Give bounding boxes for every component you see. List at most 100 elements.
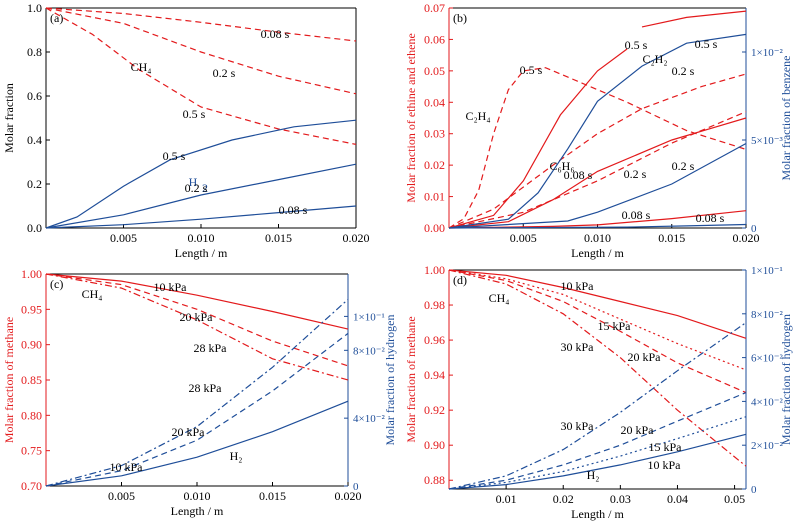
- series-line-ch4-0-2-s: [45, 7, 357, 95]
- y-tick-label: 0.98: [424, 298, 445, 312]
- y2-tick-label: 8×10⁻²: [751, 309, 784, 321]
- y-tick-label: 1.00: [21, 267, 42, 281]
- y-axis-label: Molar fraction of methane: [404, 316, 418, 442]
- series-line-c6h6-0-08-s: [448, 223, 747, 229]
- annotation-label: 0.2 s: [672, 64, 695, 78]
- annotation-label: 15 kPa: [598, 319, 632, 333]
- annotation-label: C₂H₂: [642, 52, 667, 66]
- x-axis-label: Length / m: [571, 507, 624, 521]
- x-tick-label: 0.010: [188, 231, 215, 245]
- y2-tick-label: 8×10⁻²: [353, 345, 386, 357]
- series-line-h2-15-kpa: [448, 416, 747, 490]
- y2-axis-label: Molar fraction of hydrogen: [383, 315, 397, 446]
- annotation-label: 10 kPa: [561, 279, 595, 293]
- annotation-label: CH₄: [489, 291, 510, 305]
- y2-axis-label: Molar fraction of benzene: [779, 56, 793, 181]
- series-line-h2-0-08-s: [45, 205, 357, 229]
- annotation-label: 28 kPa: [189, 381, 223, 395]
- series-line-ch4-20-kpa: [448, 269, 747, 394]
- series-line-h2-20-kpa: [448, 392, 747, 490]
- annotation-label: C₂H₄: [465, 109, 490, 123]
- annotation-label: 0.5 s: [625, 38, 648, 52]
- annotation-label: 0.5 s: [695, 37, 718, 51]
- annotation-label: H₂: [230, 449, 243, 463]
- y-tick-label: 0.80: [21, 408, 42, 422]
- annotation-label: 0.08 s: [622, 208, 651, 222]
- annotation-label: 20 kPa: [172, 425, 206, 439]
- x-tick-label: 0.020: [335, 489, 362, 503]
- x-tick-label: 0.02: [553, 492, 574, 506]
- x-tick-label: 0.03: [610, 492, 631, 506]
- x-tick-label: 0.005: [510, 231, 537, 245]
- panel-tag: (d): [453, 273, 467, 287]
- x-tick-label: 0.04: [667, 492, 688, 506]
- series-line-c2h4-0-5-s: [448, 67, 747, 229]
- annotation-label: CH₄: [82, 287, 103, 301]
- y2-axis-label: Molar fraction of hydrogen: [779, 314, 793, 445]
- series-line-c2h4-0-2-s: [448, 73, 747, 229]
- panel-tag: (b): [453, 11, 467, 25]
- annotation-label: C₆H₆: [549, 159, 574, 173]
- x-axis-label: Length / m: [171, 504, 224, 518]
- annotation-label: 0.5 s: [163, 149, 186, 163]
- annotation-label: 0.08 s: [279, 203, 308, 217]
- y-axis-label: Molar fraction of ethine and ethene: [404, 33, 418, 203]
- y2-tick-label: 0: [751, 223, 757, 235]
- x-axis-label: Length / m: [175, 246, 228, 260]
- annotation-label: 0.2 s: [672, 159, 695, 173]
- y-tick-label: 0.96: [424, 333, 445, 347]
- annotation-label: 0.08 s: [564, 168, 593, 182]
- series-line-c2h2-upper: [641, 10, 747, 28]
- panel-tag: (c): [50, 277, 63, 291]
- annotation-label: 2: [202, 181, 208, 195]
- y-tick-label: 0.07: [424, 1, 445, 15]
- annotation-label: 15 kPa: [649, 440, 683, 454]
- x-tick-label: 0.01: [496, 492, 517, 506]
- y-tick-label: 0.85: [21, 373, 42, 387]
- series-line-h2-10-kpa: [448, 433, 747, 490]
- x-axis-label: Length / m: [571, 246, 624, 260]
- y-tick-label: 1.00: [424, 263, 445, 277]
- series-line-h2-10-kpa: [45, 400, 349, 487]
- series-line-c2h2-0-08-s: [448, 210, 747, 229]
- y-tick-label: 0.00: [424, 221, 445, 235]
- y-tick-label: 0.05: [424, 64, 445, 78]
- series-line-ch4-30-kpa: [448, 269, 747, 467]
- y2-tick-label: 4×10⁻²: [353, 413, 386, 425]
- y-tick-label: 0.6: [27, 89, 42, 103]
- series-line-ch4-28-kpa: [45, 273, 349, 381]
- series-line-c2h2-0-2-s: [448, 117, 747, 229]
- annotation-label: 0.2 s: [185, 181, 208, 195]
- series-line-ch4-0-5-s: [45, 7, 357, 145]
- x-tick-label: 0.015: [658, 231, 685, 245]
- annotation-label: 20 kPa: [628, 350, 662, 364]
- annotation-label: 0.08 s: [261, 27, 290, 41]
- annotation-label: H₂: [587, 468, 600, 482]
- series-line-h2-20-kpa: [45, 332, 349, 487]
- y-tick-label: 0.70: [21, 479, 42, 493]
- y2-tick-label: 1×10⁻¹: [353, 311, 385, 323]
- y-tick-label: 0.01: [424, 190, 445, 204]
- y-tick-label: 0.88: [424, 473, 445, 487]
- x-tick-label: 0.05: [724, 492, 745, 506]
- annotation-label: 28 kPa: [194, 341, 228, 355]
- series-line-h2-0-5-s: [45, 119, 357, 229]
- y-tick-label: 0.06: [424, 32, 445, 46]
- panel-tag: (a): [50, 11, 63, 25]
- y-tick-label: 0.92: [424, 403, 445, 417]
- y-tick-label: 0.04: [424, 95, 445, 109]
- series-line-ch4-10-kpa: [448, 269, 747, 339]
- y-tick-label: 0.94: [424, 368, 445, 382]
- x-tick-label: 0.010: [584, 231, 611, 245]
- series-line-h2-0-2-s: [45, 163, 357, 229]
- annotation-label: 10 kPa: [648, 458, 682, 472]
- annotation-label: CH₄: [131, 60, 152, 74]
- x-tick-label: 0.010: [184, 489, 211, 503]
- series-line-c2h2-0-5-s: [448, 48, 628, 229]
- x-tick-label: 0.005: [108, 489, 135, 503]
- y2-tick-label: 1×10⁻¹: [751, 265, 783, 277]
- y2-tick-label: 0: [751, 484, 757, 496]
- y-axis-label: Molar fraction: [2, 83, 16, 153]
- annotation-label: 10 kPa: [110, 460, 144, 474]
